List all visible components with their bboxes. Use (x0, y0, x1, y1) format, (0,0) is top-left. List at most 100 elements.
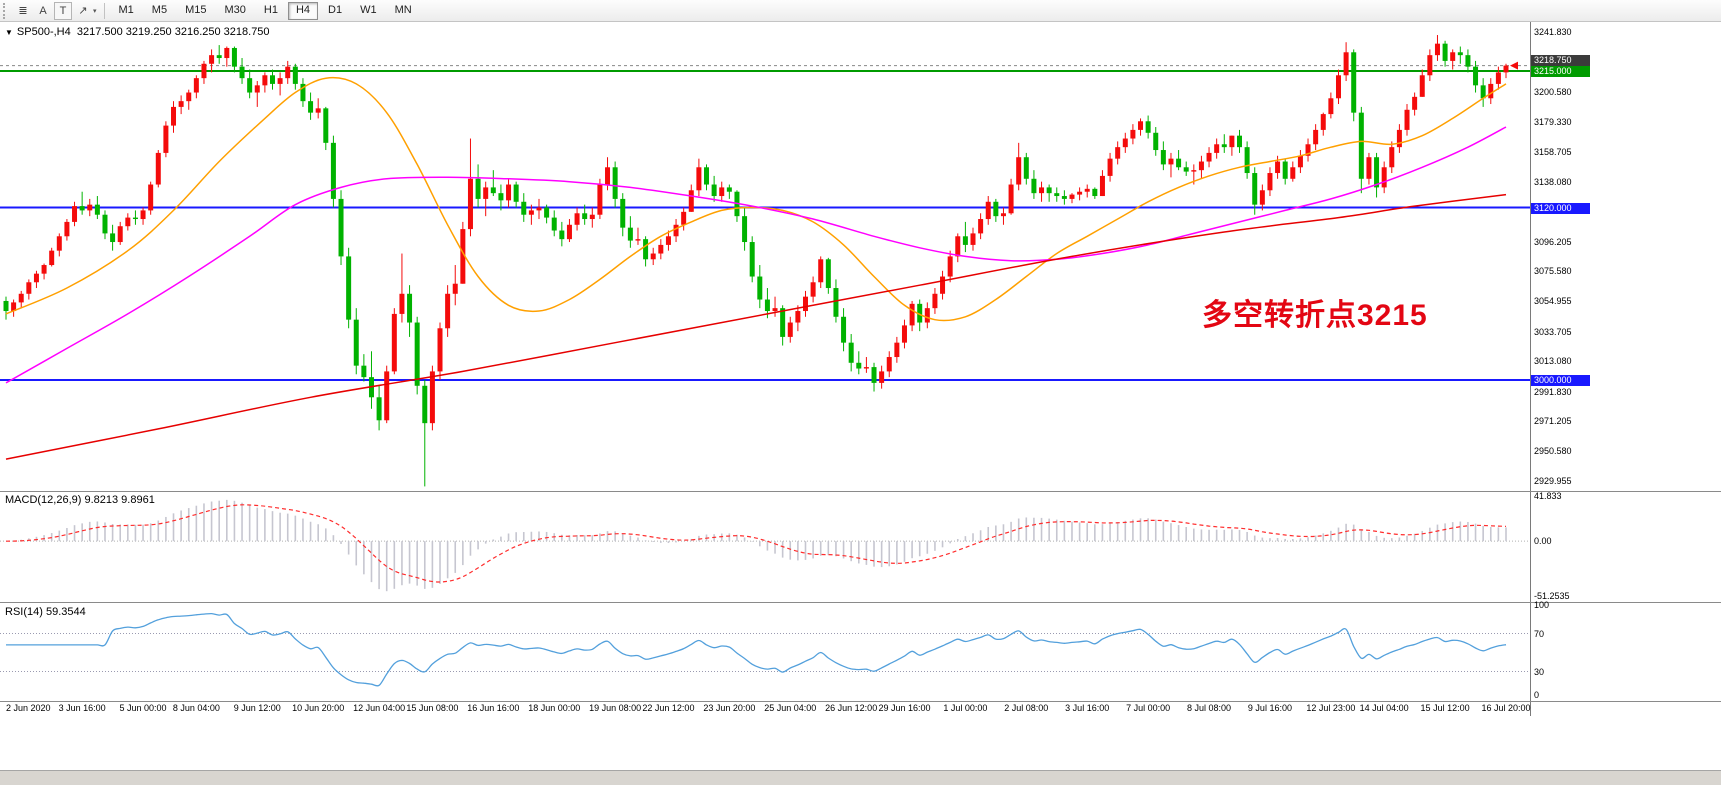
candle (1244, 141, 1250, 179)
candle (1381, 161, 1387, 194)
panel-separator-macd-rsi[interactable] (0, 602, 1721, 603)
candle (544, 204, 550, 224)
candle (841, 308, 847, 352)
timeframe-button-h4[interactable]: H4 (287, 1, 319, 20)
candle (1039, 181, 1045, 202)
candle (1077, 187, 1083, 201)
candle (1335, 69, 1341, 105)
candle (1343, 42, 1349, 82)
last-price-arrow-icon (1510, 61, 1518, 70)
candle (94, 196, 100, 220)
candle (186, 89, 192, 110)
candle (1115, 141, 1121, 165)
candle (125, 213, 131, 231)
timeframe-button-w1[interactable]: W1 (352, 2, 385, 20)
candle (1267, 167, 1273, 197)
timeframe-button-m1[interactable]: M1 (111, 2, 142, 20)
candle (1396, 124, 1402, 153)
candle (871, 362, 877, 392)
candle (384, 365, 390, 424)
candle (1023, 152, 1029, 185)
text-tool-button[interactable]: T (54, 1, 72, 20)
candle (978, 213, 984, 240)
macd-signal-line (5, 504, 1507, 583)
candle (955, 233, 961, 263)
candle (787, 316, 793, 343)
candle (1366, 152, 1372, 185)
candle (924, 302, 930, 329)
cursor-tool-button[interactable]: A (34, 2, 52, 20)
candle (1237, 129, 1243, 153)
candle (932, 288, 938, 314)
timeframe-button-mn[interactable]: MN (387, 2, 420, 20)
candle (1374, 152, 1380, 198)
price-scale-background (1530, 22, 1721, 716)
timeframe-button-m5[interactable]: M5 (144, 2, 175, 20)
macd-indicator-label: MACD(12,26,9) 9.8213 9.8961 (5, 494, 155, 506)
candle (1092, 187, 1098, 199)
candle (422, 380, 428, 487)
candle (308, 92, 314, 120)
panel-separator-main-macd[interactable] (0, 491, 1721, 492)
candle (1214, 138, 1220, 159)
candle (559, 221, 565, 247)
candle (1130, 124, 1136, 145)
chart-objects-icon[interactable]: ≣ (14, 2, 32, 20)
candle (315, 98, 321, 119)
horizontal-level-lines[interactable] (0, 65, 1530, 382)
candle (178, 95, 184, 115)
candle (688, 184, 694, 212)
candle (1313, 124, 1319, 151)
candle (742, 207, 748, 251)
candle (1122, 132, 1128, 153)
candle (18, 290, 24, 309)
candle (886, 351, 892, 378)
ohlc-values: 3217.500 3219.250 3216.250 3218.750 (76, 26, 270, 38)
candle (1000, 207, 1006, 225)
candle (1168, 152, 1174, 178)
candle (1229, 135, 1235, 156)
toolbar-drag-handle[interactable] (3, 2, 9, 19)
candle (1099, 170, 1105, 197)
chevron-down-icon[interactable]: ▾ (93, 7, 97, 15)
candle (1259, 184, 1265, 211)
candle (1404, 104, 1410, 136)
arrow-tool-button[interactable]: ↗ (74, 2, 92, 20)
rsi-indicator-label: RSI(14) 59.3544 (5, 606, 86, 618)
candle (658, 239, 664, 260)
candle (810, 276, 816, 303)
candle (985, 196, 991, 225)
candle (155, 150, 161, 188)
candle (1290, 161, 1296, 182)
candle (346, 247, 352, 329)
candle (1176, 150, 1182, 171)
candle (772, 296, 778, 317)
candle (239, 58, 245, 84)
candle (536, 198, 542, 220)
timeframe-button-m30[interactable]: M30 (216, 2, 253, 20)
candle (330, 135, 336, 208)
candle (300, 78, 306, 107)
ma-mid-magenta (5, 126, 1507, 384)
candle (483, 181, 489, 217)
toolbar: ≣ A T ↗ ▾ M1 M5 M15 M30 H1 H4 D1 W1 MN (0, 0, 1721, 22)
candle (163, 121, 169, 158)
candle (171, 101, 177, 133)
candle (117, 221, 123, 245)
candle (254, 81, 260, 107)
one-click-trading-arrow-icon[interactable]: ▼ (5, 28, 13, 37)
timeframe-button-h1[interactable]: H1 (256, 2, 286, 20)
candle (1419, 69, 1425, 97)
candle (506, 178, 512, 208)
candle (277, 72, 283, 96)
candle (1016, 142, 1022, 191)
symbol-ohlc-line: ▼ SP500-,H4 3217.500 3219.250 3216.250 32… (5, 26, 270, 38)
candle (894, 336, 900, 363)
timeframe-button-m15[interactable]: M15 (177, 2, 214, 20)
candle (1412, 92, 1418, 116)
candle (1320, 112, 1326, 136)
candle (1138, 118, 1144, 136)
candle (490, 170, 496, 197)
timeframe-button-d1[interactable]: D1 (320, 2, 350, 20)
